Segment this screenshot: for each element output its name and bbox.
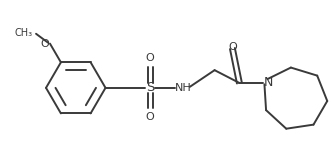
Text: CH₃: CH₃ <box>14 28 32 38</box>
Text: N: N <box>263 76 273 90</box>
Text: NH: NH <box>174 83 191 93</box>
Text: S: S <box>146 81 154 94</box>
Text: O: O <box>146 53 155 63</box>
Text: O: O <box>146 112 155 122</box>
Text: O: O <box>41 39 49 49</box>
Text: O: O <box>228 42 237 52</box>
